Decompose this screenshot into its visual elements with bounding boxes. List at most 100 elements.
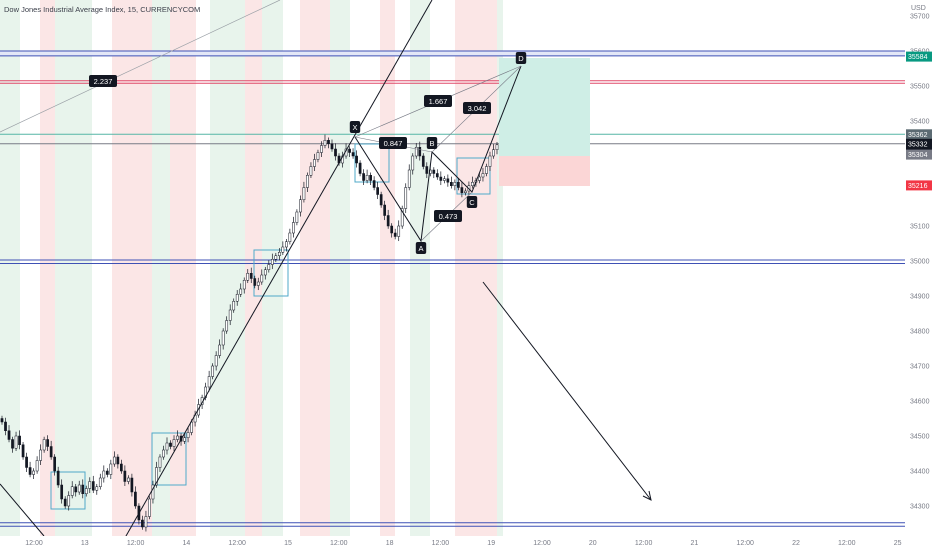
ratio-label: 0.473 xyxy=(439,212,458,221)
candle xyxy=(102,470,106,479)
y-tick-label: 35100 xyxy=(910,224,930,231)
x-tick-label: 12:00 xyxy=(635,540,653,547)
candle xyxy=(481,173,485,178)
arrow-head xyxy=(642,490,652,501)
candle xyxy=(351,152,355,157)
fib-ray[interactable] xyxy=(0,0,281,133)
candle xyxy=(218,344,222,356)
candle xyxy=(116,456,120,465)
consolidation-boxes xyxy=(50,143,491,510)
candle xyxy=(70,486,74,496)
session-zone xyxy=(430,0,455,536)
box-5[interactable] xyxy=(456,157,491,195)
candle xyxy=(425,166,429,174)
horizontal-levels xyxy=(0,50,905,527)
x-tick-label: 19 xyxy=(487,540,495,547)
box-3[interactable] xyxy=(253,249,289,297)
candle xyxy=(214,355,218,367)
session-zone xyxy=(112,0,152,536)
candle xyxy=(134,491,137,507)
candle xyxy=(274,255,278,260)
candle xyxy=(407,169,411,188)
candle xyxy=(393,232,397,237)
trend-line-main[interactable] xyxy=(117,0,433,550)
point-label-x: X xyxy=(352,123,357,132)
trend-line-lower[interactable] xyxy=(0,483,45,537)
candle xyxy=(60,484,64,500)
price-tag-text: 35216 xyxy=(908,183,928,190)
candle xyxy=(39,449,42,461)
point-label-c: C xyxy=(469,198,475,207)
candle xyxy=(302,187,306,200)
point-label-c-bg xyxy=(466,196,478,208)
price-tag-stop[interactable] xyxy=(906,180,932,191)
y-tick-label: 34500 xyxy=(910,434,930,441)
price-tag-entry[interactable] xyxy=(906,149,932,160)
candle xyxy=(253,278,257,286)
ratio-label: 2.237 xyxy=(94,77,113,86)
candle xyxy=(457,182,460,188)
candle xyxy=(14,435,18,449)
candle xyxy=(46,439,49,447)
candle xyxy=(74,486,78,493)
candle xyxy=(207,376,211,388)
y-tick-label: 34300 xyxy=(910,504,930,511)
candle xyxy=(172,439,176,447)
candle xyxy=(235,294,239,302)
y-tick-label: 35400 xyxy=(910,119,930,126)
candle xyxy=(263,269,267,276)
candle xyxy=(32,470,35,475)
risk-reward-box[interactable] xyxy=(499,58,590,186)
candle xyxy=(316,152,320,160)
candle xyxy=(471,182,474,186)
candle xyxy=(397,225,401,237)
candle xyxy=(411,155,415,171)
candle xyxy=(49,446,53,458)
candle xyxy=(390,225,394,234)
time-axis: 12:00 13 12:00 14 12:00 15 12:00 18 12:00 19 12:00… xyxy=(0,536,932,550)
candle xyxy=(450,182,453,186)
box-2[interactable] xyxy=(151,432,187,486)
x-tick-label: 20 xyxy=(589,540,597,547)
candle xyxy=(488,155,492,167)
session-zone xyxy=(350,0,380,536)
candle xyxy=(148,498,151,517)
projection-arrow[interactable] xyxy=(482,281,652,501)
point-label-d-bg xyxy=(515,52,527,64)
x-tick-label: 12:00 xyxy=(330,540,348,547)
price-axis-bg xyxy=(905,0,932,550)
point-label-x-bg xyxy=(349,121,361,133)
y-tick-label: 35700 xyxy=(910,14,930,21)
x-tick-label: 21 xyxy=(691,540,699,547)
candle xyxy=(141,519,144,528)
currency-label: USD xyxy=(911,5,926,12)
price-tag-text: 35332 xyxy=(908,141,928,148)
candle xyxy=(446,178,450,183)
x-tick-label: 12:00 xyxy=(228,540,246,547)
session-zone xyxy=(455,0,497,536)
candle xyxy=(400,208,404,227)
candle xyxy=(421,155,425,167)
candle xyxy=(221,330,225,346)
candle xyxy=(28,467,32,475)
candle xyxy=(306,175,309,188)
candle xyxy=(320,145,323,153)
candle xyxy=(158,456,162,468)
candle xyxy=(376,187,379,195)
price-tag-target[interactable] xyxy=(906,51,932,62)
candle xyxy=(35,460,39,472)
candle xyxy=(495,144,499,150)
candle xyxy=(330,143,334,150)
candle xyxy=(418,147,422,157)
candle xyxy=(0,418,4,423)
candle xyxy=(4,421,7,431)
y-tick-label: 34600 xyxy=(910,399,930,406)
box-4[interactable] xyxy=(354,143,390,183)
drawings[interactable] xyxy=(0,0,652,550)
ratio-label-bg xyxy=(89,75,117,87)
point-label-d: D xyxy=(518,54,524,63)
price-tag-level[interactable] xyxy=(906,129,932,140)
candle xyxy=(84,488,88,494)
candle xyxy=(53,456,57,472)
